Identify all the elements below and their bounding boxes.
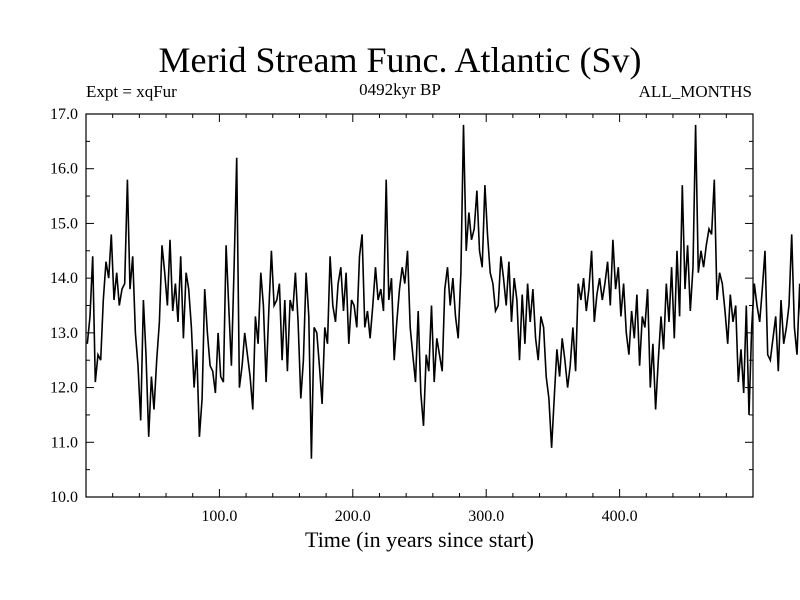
x-tick-label: 100.0: [201, 508, 237, 525]
chart-title: Merid Stream Func. Atlantic (Sv): [158, 40, 642, 80]
y-tick-label: 13.0: [50, 325, 78, 342]
y-tick-label: 17.0: [50, 106, 78, 123]
y-tick-label: 14.0: [50, 270, 78, 287]
plot-frame: [85, 113, 754, 498]
y-tick-label: 15.0: [50, 215, 78, 232]
x-tick-label: 300.0: [468, 508, 504, 525]
y-tick-label: 10.0: [50, 489, 78, 506]
y-tick-label: 16.0: [50, 161, 78, 178]
period-label: 0492kyr BP: [359, 80, 441, 99]
months-label: ALL_MONTHS: [638, 82, 752, 101]
y-tick-label: 11.0: [51, 434, 78, 451]
x-tick-label: 200.0: [335, 508, 371, 525]
x-axis-label: Time (in years since start): [305, 527, 534, 552]
series-line: [86, 124, 800, 459]
experiment-label: Expt = xqFur: [86, 82, 177, 101]
tick-labels: 10.0 11.0 12.0 13.0 14.0 15.0 16.0 17.0 100.0 200…: [50, 106, 638, 525]
x-tick-label: 400.0: [602, 508, 638, 525]
axis-ticks: [86, 113, 753, 498]
y-tick-label: 12.0: [50, 380, 78, 397]
